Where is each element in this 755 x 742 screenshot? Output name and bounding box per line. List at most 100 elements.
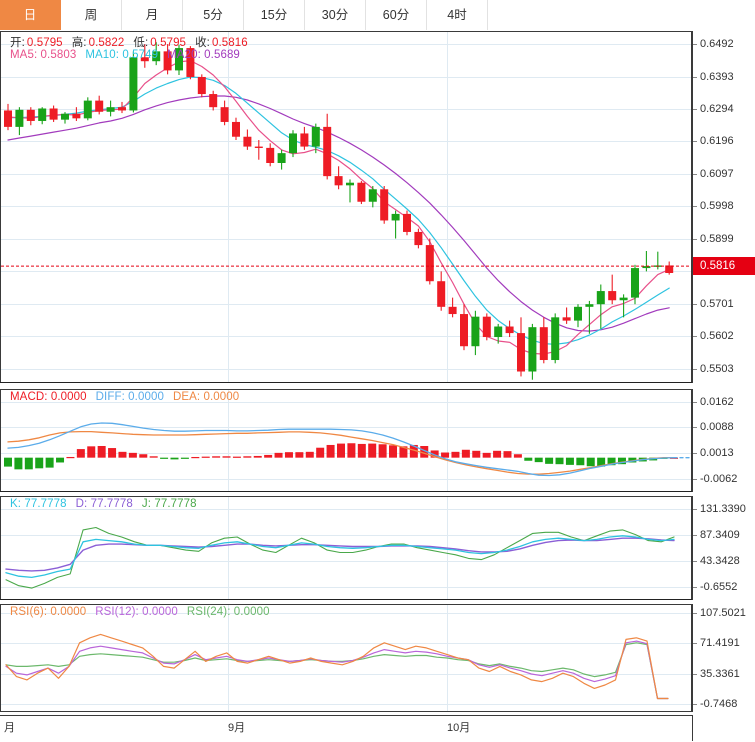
axis-tick — [693, 587, 697, 589]
j-legend: J: 77.7778 — [141, 498, 197, 510]
axis-tick — [693, 173, 697, 175]
tab-60min[interactable]: 60分 — [366, 0, 427, 30]
open-value: 0.5795 — [26, 37, 63, 49]
ma10-legend: MA10: 0.5749 — [85, 49, 159, 61]
time-axis-label: 月 — [4, 722, 15, 734]
j-line — [5, 526, 675, 589]
axis-tick — [693, 704, 697, 706]
period-tabbar: 日 周 月 5分 15分 30分 60分 4时 — [0, 0, 755, 30]
axis-tick — [693, 535, 697, 537]
tab-15min[interactable]: 15分 — [244, 0, 305, 30]
axis-label: -0.7468 — [700, 698, 738, 711]
axis-tick — [693, 673, 697, 675]
current-price-badge: 0.5816 — [693, 257, 755, 276]
axis-tick — [693, 427, 697, 429]
low-value: 0.5795 — [150, 37, 187, 49]
axis-label: 43.3428 — [700, 555, 740, 568]
candlestick-series — [4, 42, 674, 380]
d-legend: D: 77.7778 — [75, 498, 133, 510]
price-axis: 0.6492 0.6393 0.6294 0.6196 0.6097 0.5998 0.58… — [692, 31, 755, 383]
rsi6-line — [5, 633, 669, 700]
plot-canvas — [0, 31, 692, 383]
diff-legend: DIFF: 0.0000 — [95, 391, 164, 403]
macd-histogram — [4, 443, 678, 470]
plot-canvas — [0, 496, 692, 600]
plot-canvas — [0, 389, 692, 492]
axis-tick — [693, 109, 697, 111]
rsi-plot-area[interactable] — [0, 604, 692, 712]
time-axis-label: 9月 — [228, 722, 246, 734]
axis-label: 0.6492 — [700, 38, 734, 51]
indicator-legend: MACD: 0.0000 DIFF: 0.0000 DEA: 0.0000 — [10, 391, 248, 403]
axis-label: 0.0162 — [700, 396, 734, 409]
axis-label: 0.5503 — [700, 362, 734, 375]
axis-tick — [693, 561, 697, 563]
axis-tick — [693, 402, 697, 404]
axis-label: 0.0013 — [700, 447, 734, 460]
price-panel: 开: 0.5795 高: 0.5822 低: 0.5795 收: 0.5816 MA5: 0.5… — [0, 31, 755, 383]
axis-label: 35.3361 — [700, 667, 740, 680]
axis-label: 107.5021 — [700, 606, 746, 619]
rsi-axis: 107.5021 71.4191 35.3361 -0.7468 — [692, 604, 755, 712]
axis-label: 87.3409 — [700, 529, 740, 542]
k-legend: K: 77.7778 — [10, 498, 67, 510]
indicator-legend: RSI(6): 0.0000 RSI(12): 0.0000 RSI(24): 0.… — [10, 606, 279, 618]
dea-line — [7, 430, 675, 475]
axis-label: 0.6097 — [700, 167, 734, 180]
tab-5min[interactable]: 5分 — [183, 0, 244, 30]
axis-tick — [693, 303, 697, 305]
close-label: 收: — [195, 37, 210, 49]
panel-separator — [0, 599, 692, 600]
indicator-legend: MA5: 0.5803 MA10: 0.5749 MA20: 0.5689 — [10, 49, 249, 61]
axis-label: -0.6552 — [700, 581, 738, 594]
macd-axis: 0.0162 0.0088 0.0013 -0.0062 — [692, 389, 755, 492]
axis-label: 71.4191 — [700, 637, 740, 650]
low-label: 低: — [133, 37, 149, 49]
tab-month[interactable]: 月 — [122, 0, 183, 30]
panel-separator — [0, 382, 692, 383]
kdj-plot-area[interactable] — [0, 496, 692, 600]
high-label: 高: — [71, 37, 87, 49]
axis-tick — [693, 44, 697, 46]
time-axis-label: 10月 — [447, 722, 471, 734]
tab-30min[interactable]: 30分 — [305, 0, 366, 30]
time-axis-corner — [692, 715, 755, 741]
tabbar-filler — [488, 0, 755, 30]
rsi24-legend: RSI(24): 0.0000 — [186, 606, 270, 618]
ma20-legend: MA20: 0.5689 — [167, 49, 240, 61]
axis-label: -0.0062 — [700, 472, 738, 485]
axis-tick — [693, 478, 697, 480]
indicator-legend: 开: 0.5795 高: 0.5822 低: 0.5795 收: 0.5816 — [10, 34, 257, 50]
axis-label: 0.6294 — [700, 103, 734, 116]
axis-tick — [693, 76, 697, 78]
axis-label: 0.5899 — [700, 232, 734, 245]
tab-4hour[interactable]: 4时 — [427, 0, 488, 30]
axis-tick — [693, 336, 697, 338]
diff-line — [7, 422, 675, 477]
panel-separator — [0, 491, 692, 492]
dea-legend: DEA: 0.0000 — [172, 391, 240, 403]
tab-week[interactable]: 周 — [61, 0, 122, 30]
macd-plot-area[interactable] — [0, 389, 692, 492]
axis-tick — [693, 508, 697, 510]
indicator-legend: K: 77.7778 D: 77.7778 J: 77.7778 — [10, 498, 206, 510]
close-value: 0.5816 — [211, 37, 248, 49]
macd-panel: MACD: 0.0000 DIFF: 0.0000 DEA: 0.0000 0.016… — [0, 389, 755, 492]
axis-tick — [693, 238, 697, 240]
open-label: 开: — [10, 37, 25, 49]
tab-day[interactable]: 日 — [0, 0, 61, 30]
rsi12-legend: RSI(12): 0.0000 — [95, 606, 178, 618]
kdj-panel: K: 77.7778 D: 77.7778 J: 77.7778 131.3390 87… — [0, 496, 755, 600]
macd-legend: MACD: 0.0000 — [10, 391, 87, 403]
axis-label: 0.0088 — [700, 421, 734, 434]
ma5-legend: MA5: 0.5803 — [10, 49, 77, 61]
axis-label: 0.5998 — [700, 200, 734, 213]
d-line — [5, 537, 675, 572]
axis-tick — [693, 453, 697, 455]
axis-tick — [693, 368, 697, 370]
kdj-axis: 131.3390 87.3409 43.3428 -0.6552 — [692, 496, 755, 600]
price-plot-area[interactable] — [0, 31, 692, 383]
axis-tick — [693, 141, 697, 143]
axis-label: 0.6196 — [700, 135, 734, 148]
